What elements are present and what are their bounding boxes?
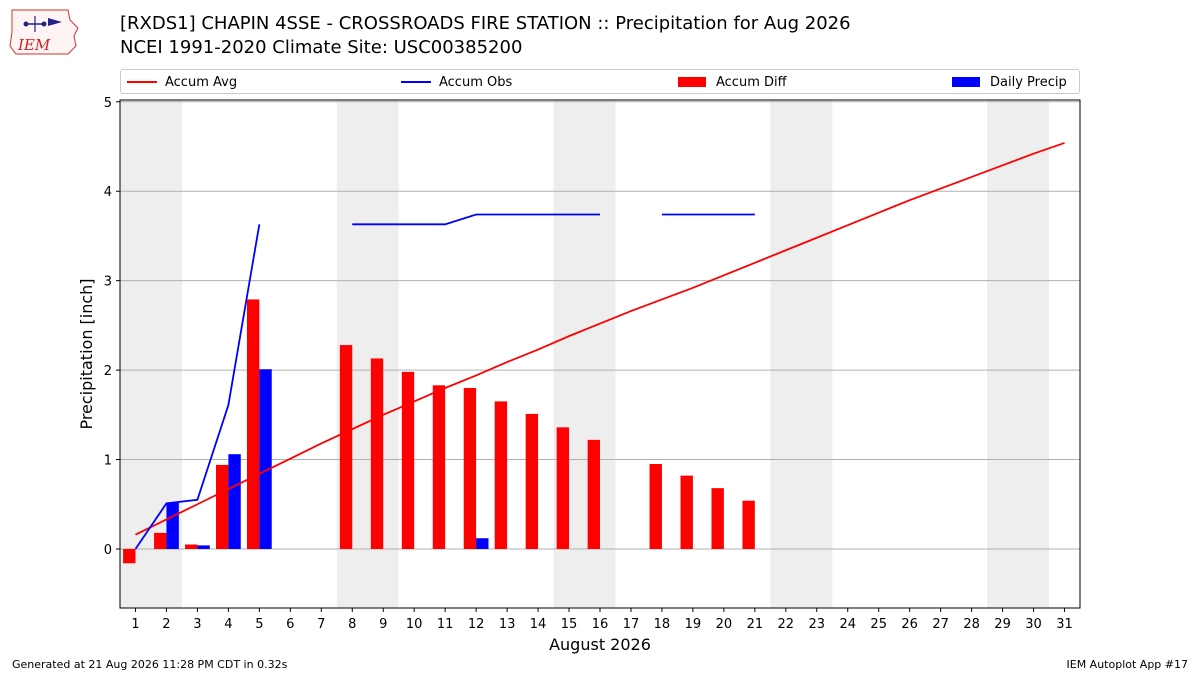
legend-swatch-accum-avg [127, 81, 157, 83]
iem-logo: IEM [9, 9, 79, 55]
y-tick-label: 5 [104, 96, 112, 111]
x-tick-label: 30 [1025, 617, 1042, 632]
bar-accum-diff [742, 500, 755, 549]
x-tick-label: 1 [131, 617, 139, 632]
bar-accum-diff [494, 401, 508, 549]
bar-accum-diff [432, 385, 446, 549]
x-tick-label: 27 [932, 617, 949, 632]
x-tick-label: 22 [778, 617, 795, 632]
x-tick-label: 14 [530, 617, 547, 632]
bar-accum-diff [711, 488, 724, 549]
x-tick-label: 4 [224, 617, 232, 632]
y-tick-label: 2 [104, 364, 112, 379]
bar-accum-diff [123, 548, 136, 564]
x-tick-label: 9 [379, 617, 387, 632]
y-tick-label: 4 [104, 185, 112, 200]
bar-accum-diff [185, 544, 198, 549]
bar-accum-diff [154, 532, 167, 549]
x-tick-label: 28 [963, 617, 980, 632]
bar-daily-precip [228, 454, 241, 549]
x-tick-label: 6 [286, 617, 294, 632]
footer-generated: Generated at 21 Aug 2026 11:28 PM CDT in… [12, 658, 288, 671]
x-tick-label: 23 [809, 617, 826, 632]
weekend-band [987, 100, 1050, 608]
bar-accum-diff [649, 464, 662, 549]
weekend-band [770, 100, 833, 608]
logo-text: IEM [17, 36, 51, 54]
legend-item-daily-precip: Daily Precip [952, 73, 1067, 91]
y-axis-label: Precipitation [inch] [77, 278, 96, 429]
legend-label-accum-obs: Accum Obs [439, 74, 513, 90]
legend-label-accum-avg: Accum Avg [165, 74, 238, 90]
bar-accum-diff [463, 387, 477, 549]
legend: Accum Avg Accum Obs Accum Diff Daily Pre… [120, 69, 1080, 94]
legend-item-accum-diff: Accum Diff [678, 73, 787, 91]
chart-subtitle: NCEI 1991-2020 Climate Site: USC00385200 [120, 37, 523, 58]
footer-app-id: IEM Autoplot App #17 [1066, 658, 1189, 671]
x-tick-label: 10 [406, 617, 423, 632]
legend-swatch-accum-obs [401, 81, 431, 83]
x-tick-label: 11 [437, 617, 454, 632]
bar-daily-precip [197, 545, 210, 549]
x-tick-label: 24 [839, 617, 856, 632]
line-accum-obs [352, 213, 600, 226]
y-tick-label: 3 [104, 275, 112, 290]
x-axis-label: August 2026 [549, 635, 651, 654]
x-tick-label: 8 [348, 617, 356, 632]
bar-accum-diff [680, 475, 693, 549]
chart-title: [RXDS1] CHAPIN 4SSE - CROSSROADS FIRE ST… [120, 13, 851, 34]
bar-accum-diff [525, 413, 539, 549]
x-tick-label: 25 [870, 617, 887, 632]
y-tick-label: 1 [104, 454, 112, 469]
x-tick-label: 2 [162, 617, 170, 632]
x-tick-label: 17 [623, 617, 640, 632]
bar-accum-diff [216, 464, 229, 549]
x-tick-label: 26 [901, 617, 918, 632]
bar-accum-diff [556, 427, 570, 549]
bar-accum-diff [370, 358, 384, 549]
x-tick-label: 7 [317, 617, 325, 632]
x-tick-label: 18 [654, 617, 671, 632]
legend-label-daily-precip: Daily Precip [990, 74, 1067, 90]
bar-daily-precip [476, 538, 489, 549]
x-tick-label: 12 [468, 617, 485, 632]
legend-item-accum-obs: Accum Obs [401, 73, 512, 91]
bar-accum-diff [401, 371, 415, 549]
legend-label-accum-diff: Accum Diff [716, 74, 787, 90]
x-tick-label: 13 [499, 617, 516, 632]
x-tick-label: 21 [747, 617, 764, 632]
x-tick-label: 20 [716, 617, 733, 632]
x-tick-label: 3 [193, 617, 201, 632]
line-accum-obs [134, 224, 261, 550]
x-tick-label: 19 [685, 617, 702, 632]
x-tick-label: 15 [561, 617, 578, 632]
x-tick-label: 5 [255, 617, 263, 632]
x-tick-label: 16 [592, 617, 609, 632]
legend-swatch-accum-diff [678, 77, 706, 87]
x-tick-label: 31 [1056, 617, 1073, 632]
y-tick-label: 0 [104, 543, 112, 558]
line-accum-avg [135, 142, 1065, 536]
x-tick-label: 29 [994, 617, 1011, 632]
bar-accum-diff [246, 299, 260, 549]
legend-swatch-daily-precip [952, 77, 980, 87]
bar-daily-precip [259, 369, 272, 549]
bar-accum-diff [587, 439, 600, 549]
bar-accum-diff [339, 345, 353, 549]
bar-daily-precip [166, 502, 179, 549]
legend-item-accum-avg: Accum Avg [127, 73, 237, 91]
